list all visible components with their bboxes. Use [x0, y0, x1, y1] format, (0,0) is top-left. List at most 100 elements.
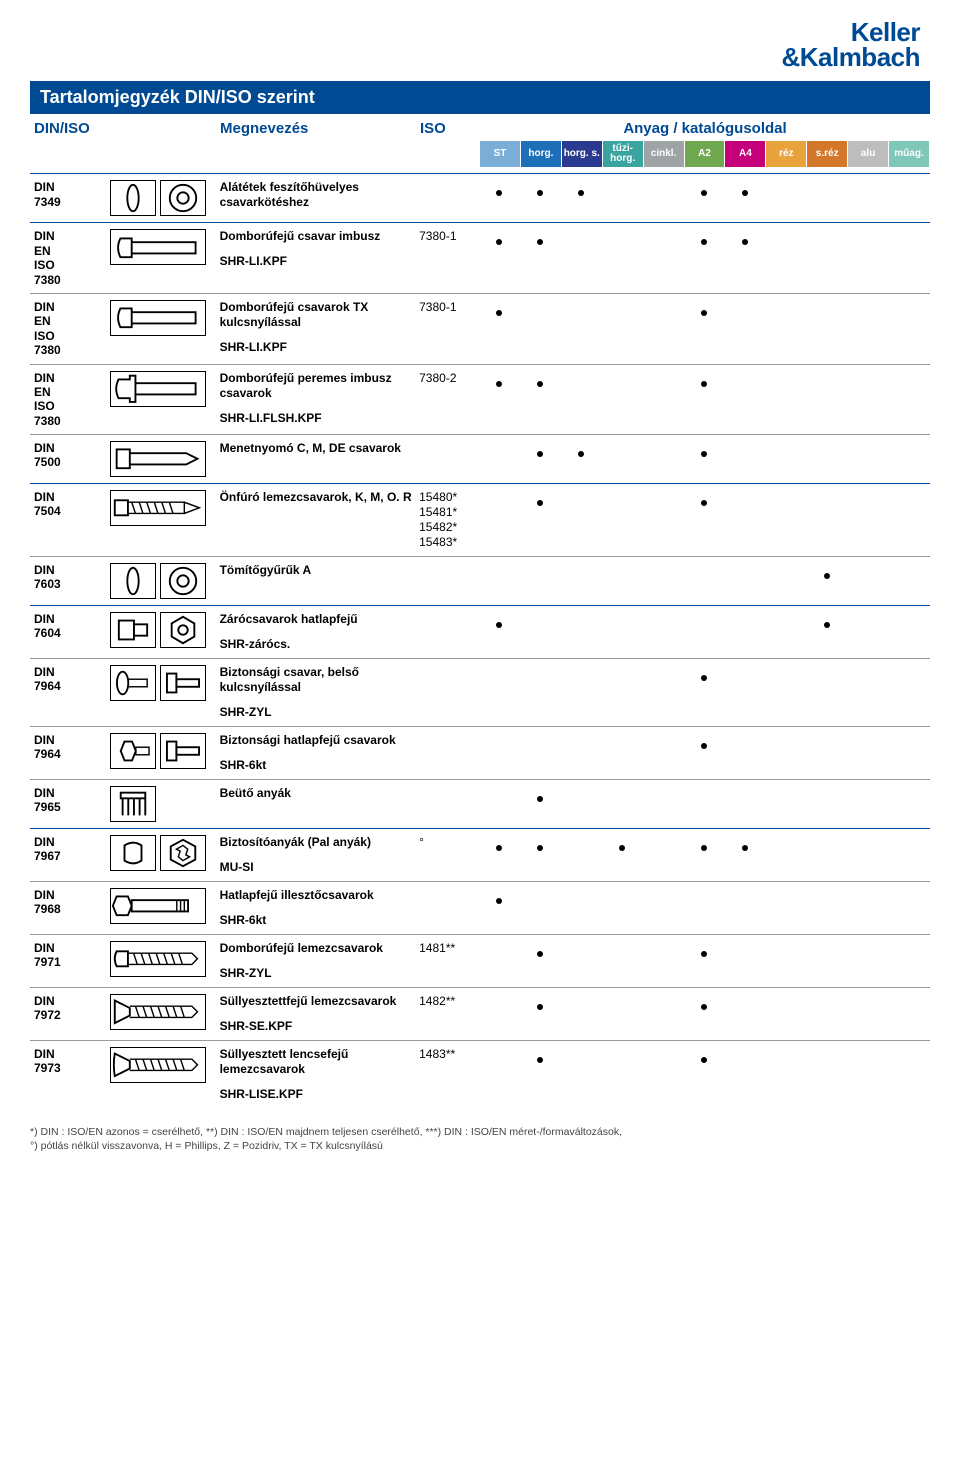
material-dot [725, 300, 766, 358]
material-dot [848, 786, 889, 822]
material-dot [725, 888, 766, 928]
material-dot [643, 994, 684, 1034]
material-dot [643, 665, 684, 720]
material-dot [602, 612, 643, 652]
iso-code: 7380-1 [419, 229, 479, 287]
material-dot [479, 180, 520, 216]
table-body: DIN7349 Alátétek feszítőhüvelyes csavark… [30, 173, 930, 1108]
product-icon [110, 888, 206, 924]
iso-code: 1483** [419, 1047, 479, 1102]
product-name: Zárócsavarok hatlapfejűSHR-zárócs. [220, 612, 420, 652]
iso-code: 7380-1 [419, 300, 479, 358]
product-icon [160, 180, 206, 216]
icon-cell [110, 371, 220, 429]
material-dot [807, 994, 848, 1034]
icon-cell [110, 441, 220, 477]
material-dot [684, 180, 725, 216]
standard-code: DIN7604 [30, 612, 110, 652]
material-dot [479, 229, 520, 287]
material-dot [479, 665, 520, 720]
material-dot [561, 371, 602, 429]
materials-cell [479, 180, 930, 216]
table-row: DIN7500Menetnyomó C, M, DE csavarok [30, 434, 930, 483]
material-dot [643, 786, 684, 822]
material-header: műag. [889, 141, 929, 167]
header-iso: ISO [420, 120, 480, 137]
material-dot [684, 733, 725, 773]
material-dot [848, 229, 889, 287]
product-icon [160, 835, 206, 871]
material-dot [602, 994, 643, 1034]
materials-cell [479, 229, 930, 287]
material-dot [766, 888, 807, 928]
product-name: Süllyesztett lencsefejű lemezcsavarokSHR… [220, 1047, 420, 1102]
material-dot [520, 180, 561, 216]
iso-code [419, 888, 479, 928]
material-dot [643, 1047, 684, 1102]
icon-cell [110, 786, 220, 822]
icon-cell [110, 612, 220, 652]
materials-cell [479, 300, 930, 358]
material-dot [848, 835, 889, 875]
material-dot [766, 941, 807, 981]
product-icon [110, 786, 156, 822]
material-dot [766, 733, 807, 773]
material-dot [766, 835, 807, 875]
material-header: A2 [685, 141, 725, 167]
material-dot [807, 786, 848, 822]
table-row: DIN7971Domborúfejű lemezcsavarokSHR-ZYL1… [30, 934, 930, 987]
material-dot [766, 786, 807, 822]
material-dot [766, 371, 807, 429]
material-dot [725, 612, 766, 652]
product-icon [110, 441, 206, 477]
materials-cell [479, 786, 930, 822]
table-row: DIN7964 Biztonsági hatlapfejű csavarokSH… [30, 726, 930, 779]
material-dot [848, 665, 889, 720]
material-header: alu [848, 141, 888, 167]
product-name: Biztonsági csavar, belső kulcsnyílássalS… [220, 665, 420, 720]
materials-cell [479, 490, 930, 550]
product-icon [110, 665, 156, 701]
material-dot [725, 1047, 766, 1102]
product-icon [110, 612, 156, 648]
material-dot [684, 835, 725, 875]
material-dot [889, 1047, 930, 1102]
page: Keller &Kalmbach Tartalomjegyzék DIN/ISO… [0, 0, 960, 1163]
materials-cell [479, 441, 930, 477]
material-dot [561, 300, 602, 358]
material-dot [889, 941, 930, 981]
material-dot [889, 490, 930, 550]
material-dot [848, 300, 889, 358]
materials-cell [479, 994, 930, 1034]
iso-code [419, 786, 479, 822]
material-dot [684, 490, 725, 550]
material-dot [684, 441, 725, 477]
icon-cell [110, 665, 220, 720]
material-dot [725, 786, 766, 822]
material-dot [602, 229, 643, 287]
icon-cell [110, 835, 220, 875]
material-dot [602, 888, 643, 928]
icon-cell [110, 888, 220, 928]
column-headers: DIN/ISO Megnevezés ISO Anyag / katalógus… [30, 114, 930, 141]
material-dot [889, 665, 930, 720]
table-row: DIN7967 Biztosítóanyák (Pal anyák)MU-SI° [30, 828, 930, 881]
product-icon [110, 563, 156, 599]
header-materials: Anyag / katalógusoldal [480, 120, 930, 137]
material-dot [602, 441, 643, 477]
icon-cell [110, 1047, 220, 1102]
product-name: Beütő anyák [220, 786, 420, 822]
icon-cell [110, 229, 220, 287]
material-dot [520, 490, 561, 550]
standard-code: DINENISO7380 [30, 300, 110, 358]
material-dot [643, 490, 684, 550]
material-header: A4 [725, 141, 765, 167]
product-name: Hatlapfejű illesztőcsavarokSHR-6kt [220, 888, 420, 928]
product-icon [110, 490, 206, 526]
materials-cell [479, 835, 930, 875]
material-dot [520, 371, 561, 429]
table-row: DINENISO7380Domborúfejű peremes imbusz c… [30, 364, 930, 435]
material-dot [520, 733, 561, 773]
iso-code [419, 665, 479, 720]
material-dot [848, 563, 889, 599]
